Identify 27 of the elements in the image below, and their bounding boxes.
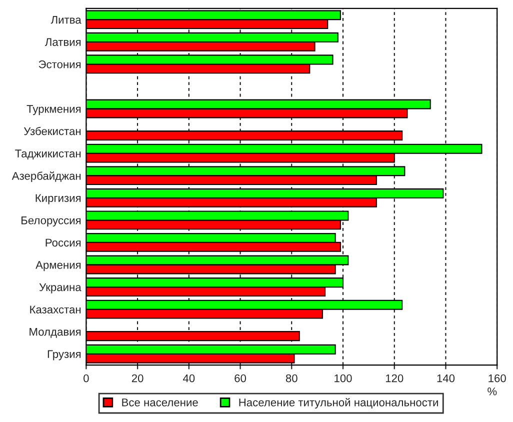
y-tick-label: Эстония (38, 60, 81, 68)
x-tick-label: 100 (334, 374, 352, 382)
y-tick-label: Азербайджан (12, 171, 81, 182)
x-tick-label: 160 (488, 374, 506, 382)
legend-label: Население титульной национальности (239, 398, 438, 409)
y-tick-label: Белоруссия (22, 216, 81, 226)
y-tick-label: Казахстан (30, 306, 81, 314)
x-tick-label: 20 (132, 374, 144, 382)
y-tick-label: Украина (39, 283, 82, 294)
y-tick-label: Молдавия (30, 328, 81, 338)
x-tick-label: 60 (234, 374, 246, 382)
y-tick-label: Грузия (48, 350, 81, 360)
y-tick-label: Армения (36, 261, 81, 272)
x-tick-label: 120 (386, 374, 404, 382)
x-tick-label: 0 (84, 374, 89, 382)
legend-label: Все население (122, 398, 198, 406)
y-tick-label: Узбекистан (24, 126, 81, 136)
y-tick-label: Таджикистан (15, 150, 81, 160)
y-tick-label: Киргизия (36, 194, 81, 204)
y-tick-label: Литва (50, 16, 82, 24)
x-tick-label: 140 (437, 374, 455, 382)
y-tick-label: Туркмения (26, 105, 81, 116)
x-tick-label: 80 (286, 374, 298, 382)
y-tick-label: Латвия (44, 38, 81, 46)
y-tick-label: Россия (46, 238, 81, 247)
x-tick-label: 40 (182, 374, 195, 382)
x-axis-title: % (488, 388, 497, 396)
